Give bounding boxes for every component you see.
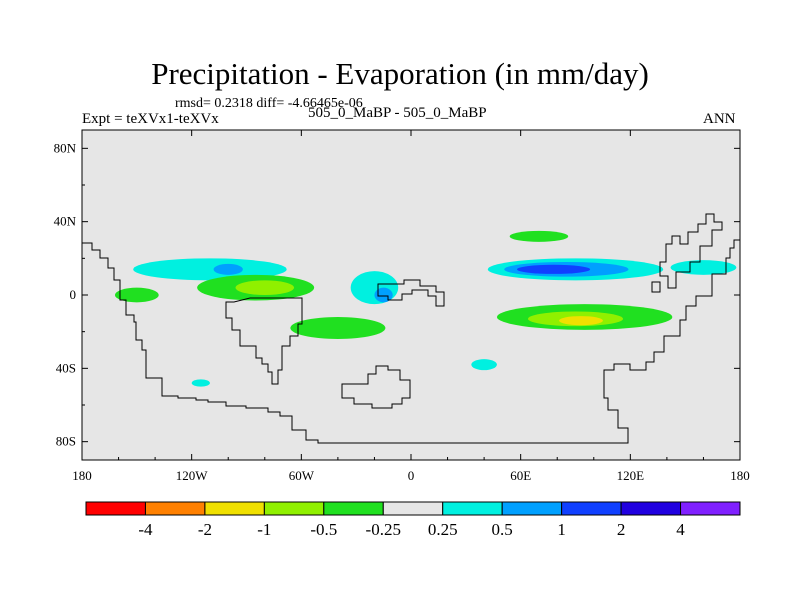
x-tick-label: 60W <box>289 468 315 483</box>
case-label: 505_0_MaBP - 505_0_MaBP <box>308 105 487 121</box>
colorbar-box <box>620 501 682 516</box>
north-pacific-cyan-band <box>133 258 287 281</box>
colorbar-label: 1 <box>557 520 566 539</box>
y-tick-label: 80N <box>54 140 77 155</box>
central-pacific-green-patch <box>114 287 159 303</box>
colorbar-box <box>323 501 384 516</box>
south-america-green-band <box>290 317 386 339</box>
north-green-streak <box>509 230 569 242</box>
y-tick-label: 80S <box>56 434 76 449</box>
x-tick-label: 180 <box>72 468 92 483</box>
coastlines <box>82 213 740 444</box>
x-tick-label: 180 <box>730 468 750 483</box>
colorbar-label: -2 <box>198 520 212 539</box>
coastline-south-america <box>225 297 303 385</box>
plot-background <box>82 130 740 460</box>
colorbar-box <box>561 501 622 516</box>
colorbar: -4 -2 -1 -0.5 -0.25 0.25 0.5 1 2 4 <box>85 501 741 539</box>
colorbar-box <box>85 501 146 516</box>
colorbar-box <box>204 501 265 516</box>
coastline-island <box>651 281 661 293</box>
colorbar-box <box>382 501 444 516</box>
colorbar-box <box>144 501 206 516</box>
colorbar-box <box>501 501 563 516</box>
x-tick-label: 120W <box>176 468 209 483</box>
chart-title: Precipitation - Evaporation (in mm/day) <box>151 56 649 91</box>
colorbar-label: -0.5 <box>310 520 337 539</box>
x-tick-label: 0 <box>408 468 415 483</box>
y-tick-label: 40S <box>56 360 76 375</box>
colorbar-label: 2 <box>617 520 626 539</box>
season-label: ANN <box>703 111 736 127</box>
coastline-australia <box>341 365 411 409</box>
contour-fields <box>114 230 737 387</box>
colorbar-box <box>263 501 325 516</box>
west-pacific-cyan-patch <box>670 260 737 275</box>
colorbar-label: -0.25 <box>366 520 401 539</box>
coastline-asia <box>659 213 723 289</box>
colorbar-label: -1 <box>257 520 271 539</box>
axes: 180 120W 60W 0 60E 120E 180 80N 40N 0 40S 80S <box>54 130 750 483</box>
coastline-africa <box>377 279 445 307</box>
central-america-blue-patch <box>213 263 243 275</box>
colorbar-label: 0.25 <box>428 520 458 539</box>
colorbar-box <box>442 501 503 516</box>
colorbar-box <box>680 501 741 516</box>
colorbar-label: 4 <box>676 520 685 539</box>
southwest-cyan-patch <box>191 379 210 387</box>
experiment-label: Expt = teXVx1-teXVx <box>82 111 219 127</box>
south-cyan-patch <box>471 359 497 371</box>
x-tick-label: 120E <box>617 468 645 483</box>
north-indian-deepblue-core <box>517 264 591 274</box>
colorbar-label: 0.5 <box>492 520 513 539</box>
coastline-americas <box>82 239 740 444</box>
stats-label: rmsd= 0.2318 diff= -4.66465e-06 <box>175 96 363 111</box>
south-indian-yellow-core <box>559 316 603 326</box>
east-pacific-lime-patch <box>235 280 295 295</box>
y-tick-label: 0 <box>70 287 77 302</box>
colorbar-label: -4 <box>138 520 153 539</box>
atlantic-cyan-patch <box>350 271 399 305</box>
y-tick-label: 40N <box>54 214 77 229</box>
x-tick-label: 60E <box>510 468 531 483</box>
